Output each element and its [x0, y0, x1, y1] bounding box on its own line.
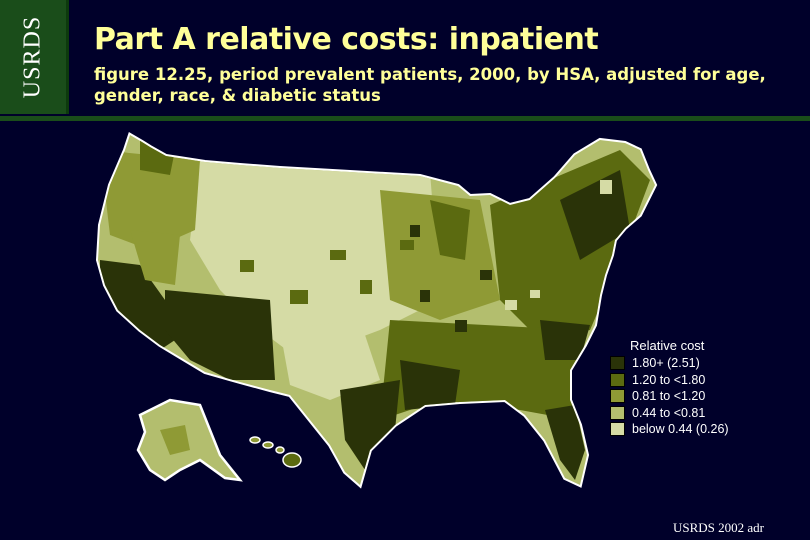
- legend-item: 1.20 to <1.80: [610, 372, 729, 389]
- hsa-patch: [505, 300, 517, 310]
- legend-swatch: [610, 405, 625, 420]
- legend-label: 1.20 to <1.80: [632, 372, 706, 387]
- hsa-patch: [420, 290, 430, 302]
- region-southwest: [165, 290, 275, 380]
- hsa-patch: [400, 240, 414, 250]
- hsa-patch: [480, 270, 492, 280]
- header: USRDS Part A relative costs: inpatient f…: [0, 0, 810, 118]
- legend-label: 1.80+ (2.51): [632, 356, 700, 371]
- alaska: [136, 398, 243, 482]
- legend-items: 1.80+ (2.51) 1.20 to <1.80 0.81 to <1.20 0.…: [610, 355, 729, 438]
- page-title: Part A relative costs: inpatient: [94, 22, 599, 57]
- region-texas-east: [340, 380, 400, 470]
- hsa-patch: [530, 290, 540, 298]
- legend-item: 1.80+ (2.51): [610, 355, 729, 372]
- hsa-patch: [330, 250, 346, 260]
- legend-swatch: [610, 356, 625, 371]
- region-east: [490, 150, 650, 340]
- legend-label: 0.81 to <1.20: [632, 389, 706, 404]
- legend-title: Relative cost: [630, 338, 705, 353]
- legend-item: 0.44 to <0.81: [610, 405, 729, 422]
- region-northeast-dark: [560, 170, 630, 260]
- region-gulf-dark: [400, 360, 460, 410]
- usrds-logo: USRDS: [0, 0, 69, 114]
- page-subtitle: figure 12.25, period prevalent patients,…: [94, 65, 766, 105]
- hsa-patch: [360, 280, 372, 294]
- footer-credit: USRDS 2002 adr: [673, 520, 765, 535]
- region-nevada: [130, 230, 180, 285]
- alaska-dark: [160, 425, 190, 455]
- legend: Relative cost 1.80+ (2.51) 1.20 to <1.80 0…: [610, 338, 729, 438]
- legend-swatch: [610, 372, 625, 387]
- hsa-patch: [290, 290, 308, 304]
- us-cost-map: [95, 132, 658, 489]
- hsa-patch: [455, 320, 467, 332]
- legend-label: 0.44 to <0.81: [632, 405, 706, 420]
- region-carolinas: [540, 320, 590, 360]
- logo-text: USRDS: [19, 15, 46, 99]
- region-northwest: [100, 150, 200, 250]
- region-great-lakes: [430, 200, 470, 260]
- hsa-patch: [410, 225, 420, 237]
- legend-swatch: [610, 389, 625, 404]
- legend-swatch: [610, 422, 625, 437]
- hsa-patch: [240, 260, 254, 272]
- hawaii: [249, 436, 302, 468]
- header-divider: [0, 116, 810, 121]
- legend-label: below 0.44 (0.26): [632, 422, 729, 437]
- legend-item: 0.81 to <1.20: [610, 388, 729, 405]
- legend-item: below 0.44 (0.26): [610, 421, 729, 438]
- region-texas-west: [280, 320, 380, 400]
- region-florida: [545, 405, 585, 480]
- region-washington-dark: [140, 140, 175, 175]
- hsa-patch: [600, 180, 612, 194]
